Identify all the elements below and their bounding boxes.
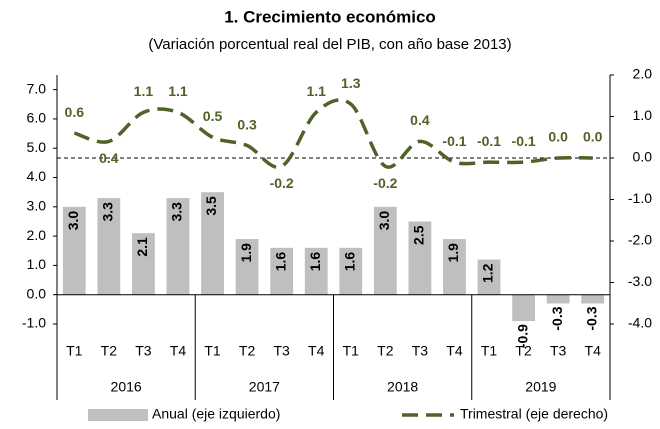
bar [477, 259, 501, 295]
x-tick-label: T2 [515, 343, 532, 359]
legend-label: Anual (eje izquierdo) [152, 406, 280, 422]
bar-value-label: 1.2 [480, 263, 496, 283]
y-tick-label: 2.0 [27, 227, 47, 243]
y2-tick-label: 2.0 [633, 66, 653, 82]
bar [373, 206, 397, 295]
bar-value-label: -0.9 [514, 324, 530, 348]
line-value-label: 0.6 [65, 104, 85, 120]
bar [408, 221, 432, 295]
bar-value-label: 3.3 [169, 202, 185, 222]
legend-swatch [88, 409, 148, 421]
x-tick-label: T4 [170, 343, 187, 359]
y-tick-label: 3.0 [27, 198, 47, 214]
bar-value-label: 1.6 [272, 252, 288, 272]
y-tick-label: 4.0 [27, 168, 47, 184]
bar-value-label: 1.6 [307, 252, 323, 272]
bar [166, 198, 190, 295]
line-value-label: -0.1 [512, 133, 536, 149]
line-value-label: 0.0 [583, 129, 603, 145]
line-value-label: 1.3 [341, 75, 361, 91]
y-tick-label: -1.0 [22, 315, 46, 331]
bar [581, 294, 605, 304]
bar [443, 239, 466, 295]
x-tick-label: T3 [135, 343, 152, 359]
x-tick-label: T4 [446, 343, 463, 359]
x-tick-label: T3 [273, 343, 290, 359]
line-value-label: 1.1 [306, 83, 326, 99]
y-tick-label: 1.0 [27, 256, 47, 272]
y-tick-label: 7.0 [27, 80, 47, 96]
year-label: 2018 [387, 379, 418, 395]
line [73, 98, 593, 169]
line-value-label: 0.4 [99, 150, 119, 166]
x-tick-label: T1 [481, 343, 498, 359]
bar [235, 239, 259, 295]
y2-tick-label: -2.0 [628, 232, 652, 248]
bar-value-label: 1.9 [238, 243, 254, 263]
year-label: 2019 [525, 379, 556, 395]
bar-value-label: -0.3 [549, 306, 565, 330]
bar [270, 247, 294, 295]
bar [97, 198, 121, 295]
bar-value-label: 3.0 [65, 211, 81, 231]
chart-subtitle: (Variación porcentual real del PIB, con … [148, 36, 511, 53]
bar [132, 233, 155, 295]
legend-label: Trimestral (eje derecho) [460, 406, 608, 422]
x-tick-label: T2 [101, 343, 118, 359]
y2-tick-label: -1.0 [628, 190, 652, 206]
x-tick-label: T1 [204, 343, 221, 359]
line-value-label: -0.2 [373, 175, 397, 191]
line-value-label: 1.1 [168, 83, 188, 99]
x-tick-label: T4 [585, 343, 602, 359]
x-tick-label: T1 [343, 343, 360, 359]
bar [304, 247, 328, 295]
bar-value-label: 3.3 [100, 202, 116, 222]
line-value-label: 0.4 [410, 112, 430, 128]
line-value-label: -0.1 [442, 133, 466, 149]
line-value-label: 1.1 [134, 83, 154, 99]
y-tick-label: 6.0 [27, 110, 47, 126]
bar-value-label: 3.0 [376, 211, 392, 231]
x-tick-label: T2 [239, 343, 256, 359]
bar-value-label: 3.5 [203, 196, 219, 216]
x-tick-label: T4 [308, 343, 325, 359]
y-tick-label: 5.0 [27, 139, 47, 155]
y2-tick-label: 1.0 [633, 107, 653, 123]
bar [339, 247, 363, 295]
bar-value-label: 1.9 [445, 243, 461, 263]
x-tick-label: T1 [66, 343, 83, 359]
chart-title: 1. Crecimiento económico [224, 7, 436, 26]
year-label: 2016 [111, 379, 142, 395]
x-tick-label: T3 [412, 343, 429, 359]
line-value-label: -0.1 [477, 133, 501, 149]
bar-value-label: 2.1 [134, 237, 150, 257]
bar [546, 294, 570, 304]
bar-value-label: -0.3 [583, 306, 599, 330]
bar [62, 206, 86, 295]
year-label: 2017 [249, 379, 280, 395]
line-value-label: 0.3 [237, 116, 257, 132]
line-value-label: -0.2 [270, 175, 294, 191]
bar [512, 294, 535, 322]
bar [201, 192, 224, 295]
x-tick-label: T2 [377, 343, 394, 359]
bar-value-label: 1.6 [341, 252, 357, 272]
line-value-label: 0.5 [203, 108, 223, 124]
y2-tick-label: -3.0 [628, 273, 652, 289]
y2-tick-label: -4.0 [628, 315, 652, 331]
y-tick-label: 0.0 [27, 285, 47, 301]
x-tick-label: T3 [550, 343, 567, 359]
bar-value-label: 2.5 [411, 225, 427, 245]
y2-tick-label: 0.0 [633, 149, 653, 165]
line-value-label: 0.0 [548, 129, 568, 145]
